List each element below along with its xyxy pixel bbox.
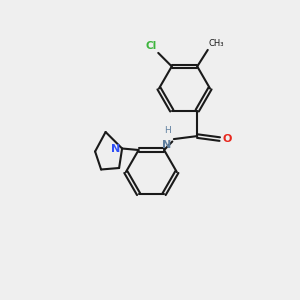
Text: CH₃: CH₃ (209, 39, 224, 48)
Text: Cl: Cl (146, 41, 157, 51)
Text: O: O (223, 134, 232, 144)
Text: H: H (164, 126, 171, 135)
Text: N: N (111, 143, 121, 154)
Text: N: N (162, 140, 171, 150)
